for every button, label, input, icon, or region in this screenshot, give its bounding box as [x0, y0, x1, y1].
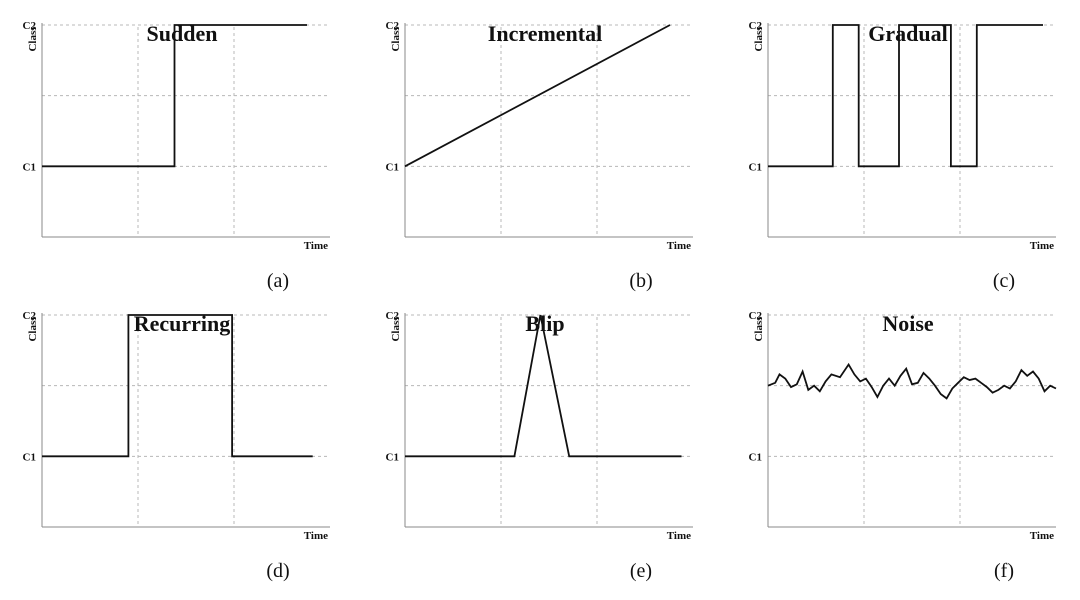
panel-caption: (f): [994, 560, 1014, 582]
panel-caption: (e): [630, 560, 652, 582]
y-axis-label: Class: [753, 26, 765, 52]
series-line: [42, 24, 307, 168]
y-tick-label: C2: [386, 310, 400, 322]
x-axis-label: Time: [1030, 530, 1054, 542]
y-tick-label: C1: [386, 161, 399, 173]
y-axis-label: Class: [753, 316, 765, 342]
x-axis-label: Time: [1030, 240, 1054, 252]
panel-title: Incremental: [488, 21, 602, 46]
y-axis-label: Class: [27, 26, 39, 52]
series-line: [42, 314, 313, 458]
y-axis-label: Class: [390, 316, 402, 342]
y-tick-label: C1: [749, 451, 762, 463]
series-line: [767, 362, 1057, 400]
series-line: [404, 24, 671, 168]
panel-b: Incremental Class C1 C2 Time (b): [386, 20, 693, 292]
y-tick-label: C2: [749, 310, 763, 322]
panel-caption: (c): [993, 270, 1015, 292]
y-tick-label: C1: [23, 451, 36, 463]
y-axis-label: Class: [27, 316, 39, 342]
x-axis-label: Time: [667, 240, 691, 252]
panel-f: Noise Class C1 C2 Time (f): [749, 310, 1057, 582]
y-tick-label: C1: [386, 451, 399, 463]
panel-caption: (d): [266, 560, 289, 582]
x-axis-label: Time: [304, 530, 328, 542]
panel-caption: (a): [267, 270, 289, 292]
series-line: [405, 314, 682, 458]
y-tick-label: C1: [23, 161, 36, 173]
panel-title: Noise: [882, 311, 934, 336]
y-tick-label: C2: [749, 20, 763, 32]
x-axis-label: Time: [667, 530, 691, 542]
y-tick-label: C2: [23, 310, 37, 322]
y-tick-label: C2: [23, 20, 37, 32]
panel-caption: (b): [629, 270, 652, 292]
y-axis-label: Class: [390, 26, 402, 52]
panel-title: Blip: [525, 311, 564, 336]
y-tick-label: C1: [749, 161, 762, 173]
y-tick-label: C2: [386, 20, 400, 32]
series-line: [768, 24, 1043, 168]
x-axis-label: Time: [304, 240, 328, 252]
panel-e: Blip Class C1 C2 Time (e): [386, 310, 693, 582]
